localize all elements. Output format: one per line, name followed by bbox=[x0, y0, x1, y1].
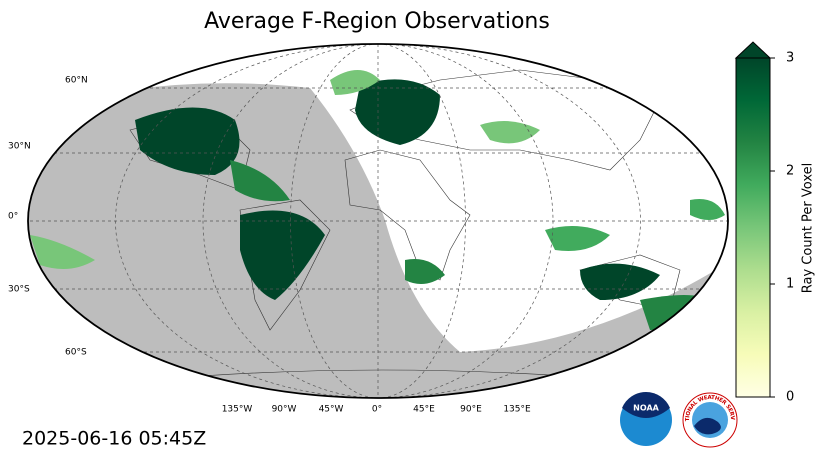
meridian bbox=[290, 44, 379, 398]
lat-label: 30°N bbox=[8, 142, 31, 152]
lat-label: 60°S bbox=[65, 348, 87, 358]
title: Average F-Region Observations bbox=[204, 9, 550, 34]
lat-label: 30°S bbox=[8, 285, 30, 295]
colorbar-tick-label: 3 bbox=[786, 51, 794, 66]
colorbar: Ray Count Per Voxel 0 1 2 3 bbox=[734, 41, 816, 405]
lat-label: 0° bbox=[8, 212, 18, 222]
map-border bbox=[27, 43, 729, 399]
noaa-text: NOAA bbox=[633, 404, 659, 413]
colorbar-tick-label: 1 bbox=[786, 277, 794, 292]
colorbar-scale bbox=[735, 57, 771, 398]
noaa-logo: NOAA bbox=[620, 392, 672, 446]
colorbar-extend bbox=[734, 41, 772, 59]
lat-label: 60°N bbox=[65, 76, 88, 86]
meridian bbox=[202, 44, 379, 398]
lon-label: 90°W bbox=[272, 405, 297, 415]
lon-label: 135°E bbox=[503, 405, 531, 415]
graticule bbox=[28, 44, 728, 398]
lon-label: 45°W bbox=[319, 405, 344, 415]
colorbar-label: Ray Count Per Voxel bbox=[801, 163, 816, 293]
meridian bbox=[115, 44, 379, 398]
graticule-labels: 60°N 30°N 0° 30°S 60°S 135°W 90°W 45°W 0° 45°E 90°… bbox=[8, 76, 531, 415]
map bbox=[28, 44, 728, 398]
lon-label: 45°E bbox=[413, 405, 435, 415]
lon-label: 0° bbox=[372, 405, 382, 415]
lon-label: 90°E bbox=[460, 405, 482, 415]
colorbar-tick-label: 0 bbox=[786, 390, 794, 405]
data-blobs bbox=[30, 61, 725, 330]
meridian bbox=[377, 44, 641, 398]
colorbar-tick-label: 2 bbox=[786, 164, 794, 179]
meridian bbox=[377, 44, 466, 398]
timestamp: 2025-06-16 05:45Z bbox=[22, 428, 206, 450]
lon-label: 135°W bbox=[222, 405, 253, 415]
meridian bbox=[377, 44, 554, 398]
